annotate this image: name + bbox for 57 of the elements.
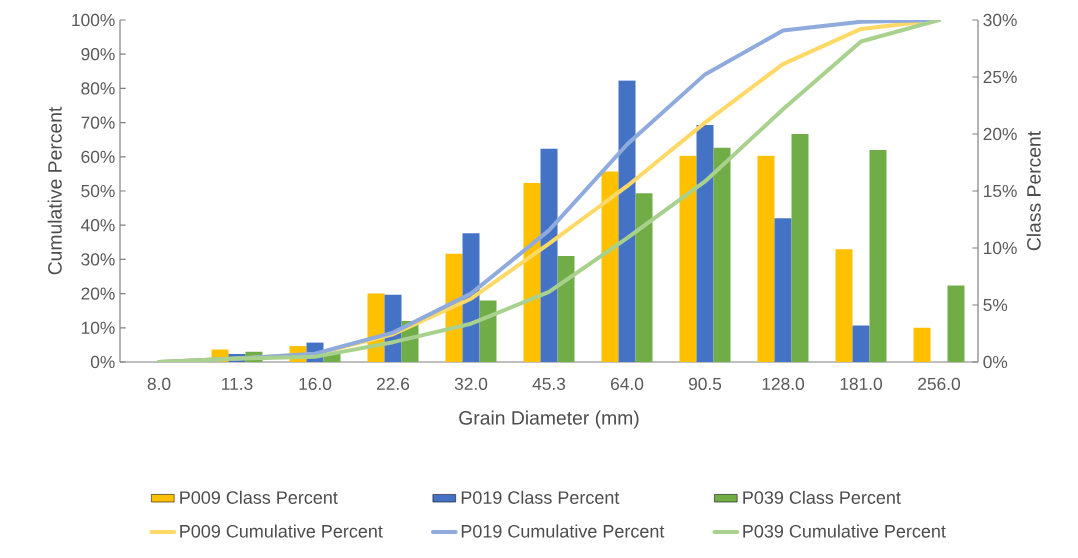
bar — [869, 149, 887, 362]
x-tick-label: 8.0 — [147, 377, 171, 390]
y2-tick-label: 25% — [983, 70, 1017, 84]
x-tick-label: 45.3 — [532, 377, 566, 390]
y-tick-label: 0% — [90, 355, 115, 369]
y-tick-label: 60% — [81, 150, 115, 163]
bar — [601, 171, 619, 362]
x-tick-label: 64.0 — [611, 377, 644, 390]
bar — [774, 218, 792, 362]
y-tick-label: 10% — [81, 321, 115, 334]
x-tick-label: 16.0 — [299, 377, 332, 390]
y-tick-label: 50% — [81, 184, 115, 198]
y-tick-label: 90% — [81, 48, 115, 61]
legend-label: P039 Cumulative Percent — [743, 524, 946, 538]
legend-label: P009 Class Percent — [180, 490, 338, 504]
bar — [540, 148, 558, 362]
bar — [757, 155, 775, 362]
y2-tick-label: 20% — [983, 127, 1017, 141]
y2-axis-title: Class Percent — [1026, 131, 1041, 251]
y-tick-label: 20% — [81, 287, 115, 300]
bar — [479, 300, 497, 362]
legend-label: P039 Class Percent — [743, 490, 901, 504]
x-tick-label: 128.0 — [762, 377, 805, 390]
legend-label: P019 Class Percent — [461, 490, 620, 504]
y2-tick-label: 30% — [983, 13, 1017, 27]
bar — [791, 134, 809, 362]
y-tick-label: 70% — [81, 116, 115, 129]
y2-tick-label: 0% — [983, 355, 1008, 369]
x-tick-label: 32.0 — [454, 377, 488, 390]
x-tick-label: 256.0 — [918, 377, 961, 390]
bar — [852, 325, 870, 362]
x-tick-label: 181.0 — [840, 377, 883, 390]
x-tick-label: 90.5 — [688, 377, 722, 390]
legend-label: P019 Cumulative Percent — [461, 524, 665, 538]
bar — [523, 183, 541, 362]
y-axis-title: Cumulative Percent — [47, 106, 62, 275]
y-tick-label: 40% — [81, 219, 115, 232]
bar — [713, 147, 731, 362]
y-tick-label: 80% — [81, 82, 115, 95]
legend-label: P009 Cumulative Percent — [180, 524, 383, 538]
bar — [913, 327, 931, 362]
y-tick-label: 30% — [81, 253, 115, 266]
y2-tick-label: 5% — [983, 298, 1008, 312]
y-tick-label: 100% — [72, 13, 115, 27]
bar — [679, 155, 697, 362]
x-tick-label: 11.3 — [222, 377, 253, 390]
bar — [635, 193, 653, 362]
bar — [696, 124, 714, 362]
bar — [557, 255, 575, 362]
bar — [947, 285, 965, 362]
x-tick-label: 22.6 — [377, 377, 410, 390]
x-axis-title: Grain Diameter (mm) — [459, 410, 639, 429]
y2-tick-label: 10% — [984, 241, 1017, 255]
line-series — [157, 20, 941, 362]
bar — [618, 80, 636, 362]
bar — [835, 249, 853, 362]
y2-tick-label: 15% — [984, 184, 1017, 198]
